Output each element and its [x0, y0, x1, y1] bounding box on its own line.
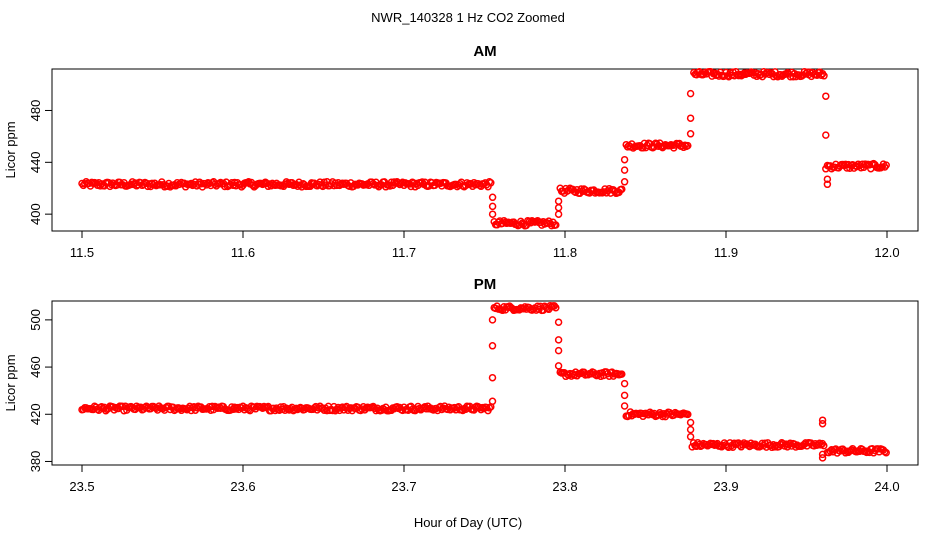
am-y-axis-label: Licor ppm — [3, 121, 18, 178]
am-x-tick-label: 11.5 — [70, 245, 94, 260]
pm-x-tick-label: 23.5 — [69, 479, 94, 494]
pm-data-point — [554, 318, 563, 326]
pm-y-tick-label: 420 — [28, 403, 43, 425]
am-data-points — [78, 67, 890, 230]
am-data-point — [822, 165, 830, 173]
pm-data-point — [818, 454, 827, 462]
am-data-point — [620, 166, 629, 174]
pm-x-tick-label: 23.8 — [552, 479, 577, 494]
pm-data-point — [488, 316, 497, 324]
pm-data-point — [554, 336, 563, 344]
pm-data-point — [686, 425, 695, 434]
pm-data-point — [818, 416, 827, 424]
am-data-point — [861, 160, 869, 168]
pm-data-point — [818, 450, 827, 459]
am-y-tick-label: 480 — [28, 100, 43, 122]
am-x-tick-label: 11.7 — [392, 245, 416, 260]
pm-y-axis: 380 420 460 500 — [28, 309, 53, 473]
am-data-point — [488, 193, 497, 202]
am-x-tick-label: 11.6 — [231, 245, 255, 260]
pm-x-axis: 23.5 23.6 23.7 23.8 23.9 24.0 — [69, 464, 900, 494]
pm-data-point — [882, 448, 890, 457]
am-y-axis: 400 440 480 — [28, 100, 53, 225]
pm-data-points — [78, 301, 890, 462]
pm-x-tick-label: 23.9 — [713, 479, 738, 494]
am-data-point — [686, 89, 695, 98]
pm-data-point — [620, 391, 629, 400]
pm-y-tick-label: 460 — [28, 356, 43, 378]
pm-data-point — [620, 402, 629, 410]
am-data-point — [552, 221, 560, 229]
am-data-point — [620, 178, 629, 186]
am-panel: AM 11.5 11.6 11.7 11.8 11.9 12.0 400 440 480 Li… — [3, 43, 919, 260]
am-data-point — [822, 131, 830, 139]
am-data-point — [820, 72, 828, 80]
pm-data-point — [488, 342, 497, 350]
am-x-tick-label: 12.0 — [874, 245, 899, 260]
am-panel-title: AM — [473, 43, 496, 60]
pm-y-tick-label: 380 — [28, 451, 43, 473]
am-y-tick-label: 400 — [28, 203, 43, 225]
am-data-point — [823, 180, 832, 189]
am-x-tick-label: 11.8 — [553, 245, 577, 260]
x-axis-label: Hour of Day (UTC) — [414, 515, 522, 530]
pm-data-point — [554, 362, 563, 370]
am-data-point — [686, 130, 695, 138]
am-data-point — [823, 175, 832, 183]
figure-title: NWR_140328 1 Hz CO2 Zoomed — [371, 10, 565, 25]
pm-data-point — [820, 441, 828, 450]
am-data-point — [618, 185, 626, 193]
pm-data-point — [488, 397, 497, 406]
am-data-point — [488, 202, 497, 211]
pm-y-tick-label: 500 — [28, 309, 43, 331]
pm-x-tick-label: 23.7 — [391, 479, 416, 494]
am-data-point — [882, 161, 890, 169]
pm-panel-title: PM — [474, 276, 497, 293]
am-data-point — [684, 141, 692, 150]
am-data-point — [487, 179, 495, 187]
pm-data-point — [504, 303, 512, 312]
am-data-point — [488, 210, 497, 218]
pm-data-point — [684, 410, 692, 419]
pm-data-point — [818, 419, 827, 428]
pm-data-point — [488, 373, 497, 382]
pm-panel: PM 23.5 23.6 23.7 23.8 23.9 24.0 380 420 460 500… — [3, 276, 919, 494]
am-data-point — [554, 197, 563, 205]
pm-data-point — [554, 346, 563, 355]
am-y-tick-label: 440 — [28, 151, 43, 173]
am-data-point — [681, 141, 689, 149]
pm-data-point — [328, 406, 337, 415]
pm-data-point — [686, 432, 695, 441]
am-data-point — [686, 114, 695, 122]
am-data-point — [620, 155, 629, 164]
pm-data-point — [620, 379, 629, 388]
am-x-tick-label: 11.9 — [714, 245, 738, 260]
am-x-axis: 11.5 11.6 11.7 11.8 11.9 12.0 — [70, 230, 900, 260]
pm-y-axis-label: Licor ppm — [3, 354, 18, 411]
pm-x-tick-label: 23.6 — [230, 479, 255, 494]
pm-data-point — [618, 370, 626, 378]
pm-data-point — [686, 418, 695, 427]
am-data-point — [822, 92, 830, 100]
pm-x-tick-label: 24.0 — [874, 479, 899, 494]
am-data-point — [720, 72, 729, 80]
pm-data-point — [552, 303, 560, 312]
